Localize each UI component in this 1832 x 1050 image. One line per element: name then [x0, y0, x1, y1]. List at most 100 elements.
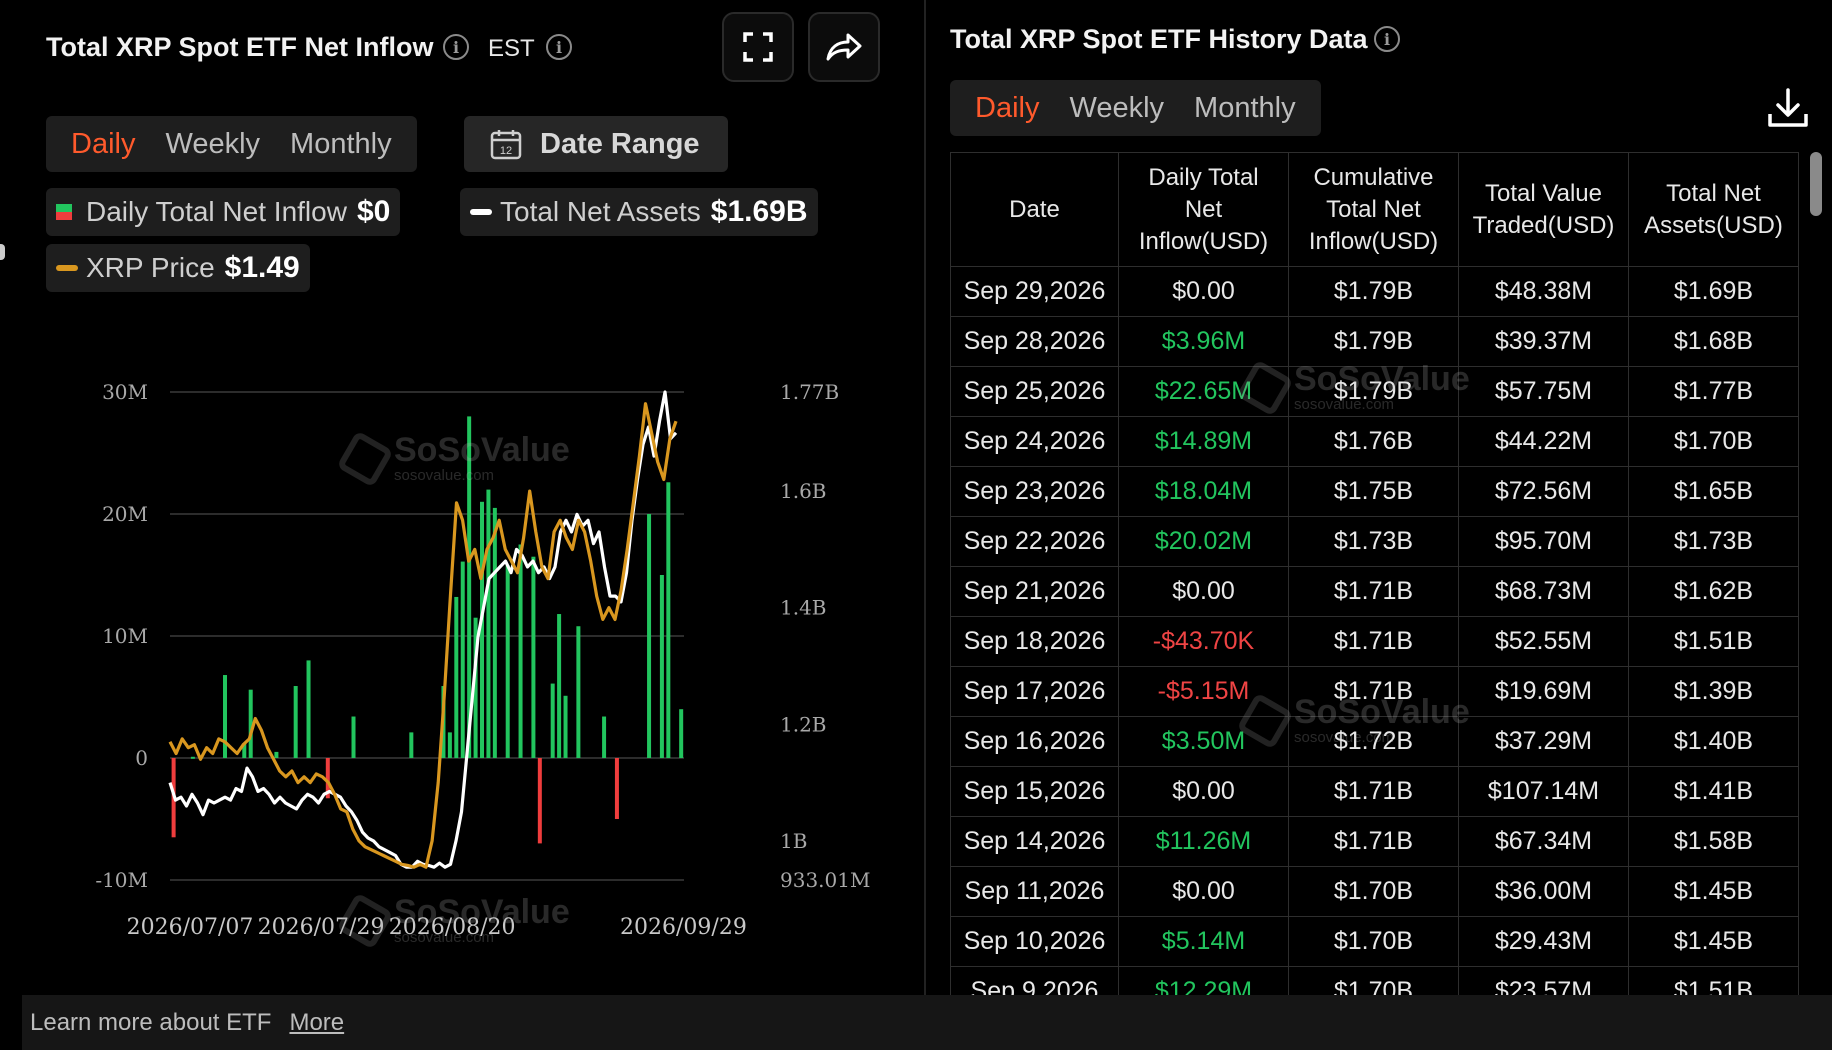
table-row[interactable]: Sep 17,2026 -$5.15M $1.71B $19.69M $1.39B	[950, 666, 1799, 717]
inflow-bar	[550, 683, 555, 758]
timezone-label[interactable]: EST	[488, 35, 535, 62]
tab-weekly[interactable]: Weekly	[165, 127, 261, 160]
column-header[interactable]: Total Net Assets(USD)	[1628, 152, 1799, 267]
row-cumulative-inflow: $1.72B	[1288, 716, 1459, 767]
tab-monthly[interactable]: Monthly	[1194, 91, 1296, 124]
table-row[interactable]: Sep 10,2026 $5.14M $1.70B $29.43M $1.45B	[950, 916, 1799, 967]
row-cumulative-inflow: $1.79B	[1288, 316, 1459, 367]
inflow-bar	[274, 751, 279, 758]
legend-xrp-price[interactable]: XRP Price $1.49	[46, 244, 310, 292]
row-net-assets: $1.69B	[1628, 266, 1799, 317]
table-scrollbar[interactable]	[1810, 152, 1822, 216]
table-row[interactable]: Sep 15,2026 $0.00 $1.71B $107.14M $1.41B	[950, 766, 1799, 817]
row-value-traded: $39.37M	[1458, 316, 1629, 367]
inflow-bar	[306, 660, 311, 758]
panel-title: Total XRP Spot ETF Net Inflow	[46, 32, 434, 62]
legend-net-assets[interactable]: Total Net Assets $1.69B	[460, 188, 818, 236]
table-row[interactable]: Sep 28,2026 $3.96M $1.79B $39.37M $1.68B	[950, 316, 1799, 367]
inflow-bar	[409, 732, 414, 758]
inflow-bar	[242, 743, 247, 758]
calendar-icon: 12	[490, 130, 522, 160]
table-row[interactable]: Sep 24,2026 $14.89M $1.76B $44.22M $1.70B	[950, 416, 1799, 467]
calendar-day: 12	[500, 145, 512, 157]
inflow-bar	[537, 758, 542, 844]
column-header[interactable]: Daily Total Net Inflow(USD)	[1118, 152, 1289, 267]
panel-divider	[924, 0, 926, 995]
column-header[interactable]: Date	[950, 152, 1119, 267]
date-range-button[interactable]: 12 Date Range	[464, 116, 728, 172]
row-value-traded: $107.14M	[1458, 766, 1629, 817]
legend-label: XRP Price	[86, 252, 215, 283]
history-period-tabs: Daily Weekly Monthly	[950, 80, 1321, 136]
row-daily-inflow: $0.00	[1118, 766, 1289, 817]
table-row[interactable]: Sep 11,2026 $0.00 $1.70B $36.00M $1.45B	[950, 866, 1799, 917]
more-link[interactable]: More	[289, 1008, 345, 1036]
row-date: Sep 28,2026	[950, 316, 1119, 367]
inflow-bar	[480, 501, 485, 758]
row-net-assets: $1.65B	[1628, 466, 1799, 517]
row-daily-inflow: $14.89M	[1118, 416, 1289, 467]
row-daily-inflow: $3.50M	[1118, 716, 1289, 767]
footer-text: Learn more about ETF	[30, 1008, 272, 1036]
table-row[interactable]: Sep 16,2026 $3.50M $1.72B $37.29M $1.40B	[950, 716, 1799, 767]
table-row[interactable]: Sep 18,2026 -$43.70K $1.71B $52.55M $1.51B	[950, 616, 1799, 667]
y-left-tick-label: 20M	[102, 502, 148, 526]
info-icon[interactable]: i	[443, 34, 469, 60]
row-daily-inflow: $5.14M	[1118, 916, 1289, 967]
inflow-bar	[467, 416, 472, 758]
row-net-assets: $1.41B	[1628, 766, 1799, 817]
table-row[interactable]: Sep 23,2026 $18.04M $1.75B $72.56M $1.65B	[950, 466, 1799, 517]
row-net-assets: $1.62B	[1628, 566, 1799, 617]
history-table: Date Daily Total Net Inflow(USD) Cumulat…	[950, 152, 1799, 995]
inflow-bar	[486, 489, 491, 758]
download-icon[interactable]	[1764, 84, 1812, 132]
x-tick-label: 2026/09/29	[620, 915, 747, 940]
tab-daily[interactable]: Daily	[71, 127, 136, 160]
tab-daily[interactable]: Daily	[975, 91, 1040, 124]
row-daily-inflow: $20.02M	[1118, 516, 1289, 567]
tab-monthly[interactable]: Monthly	[290, 127, 392, 160]
share-button[interactable]	[808, 12, 880, 82]
table-row[interactable]: Sep 25,2026 $22.65M $1.79B $57.75M $1.77B	[950, 366, 1799, 417]
table-row[interactable]: Sep 21,2026 $0.00 $1.71B $68.73M $1.62B	[950, 566, 1799, 617]
row-net-assets: $1.70B	[1628, 416, 1799, 467]
table-row[interactable]: Sep 9,2026 $12.29M $1.70B $23.57M $1.51B	[950, 966, 1799, 995]
row-date: Sep 25,2026	[950, 366, 1119, 417]
y-right-tick-label: 1.6B	[780, 479, 827, 503]
inflow-bar	[563, 695, 568, 758]
row-net-assets: $1.45B	[1628, 866, 1799, 917]
table-row[interactable]: Sep 14,2026 $11.26M $1.71B $67.34M $1.58B	[950, 816, 1799, 867]
row-daily-inflow: $11.26M	[1118, 816, 1289, 867]
row-daily-inflow: $0.00	[1118, 266, 1289, 317]
row-date: Sep 29,2026	[950, 266, 1119, 317]
x-tick-label: 2026/07/29	[258, 915, 385, 940]
row-value-traded: $23.57M	[1458, 966, 1629, 995]
inflow-bar	[325, 758, 330, 799]
row-cumulative-inflow: $1.76B	[1288, 416, 1459, 467]
net-assets-line	[168, 390, 678, 869]
timezone-info-icon[interactable]: i	[546, 34, 572, 60]
column-header[interactable]: Total Value Traded(USD)	[1458, 152, 1629, 267]
legend-daily-inflow[interactable]: Daily Total Net Inflow $0	[46, 188, 401, 236]
table-row[interactable]: Sep 22,2026 $20.02M $1.73B $95.70M $1.73B	[950, 516, 1799, 567]
row-cumulative-inflow: $1.70B	[1288, 916, 1459, 967]
row-cumulative-inflow: $1.71B	[1288, 816, 1459, 867]
inflow-bar	[666, 482, 671, 758]
left-edge-handle	[0, 244, 5, 260]
tab-weekly[interactable]: Weekly	[1069, 91, 1165, 124]
legend-value: $1.49	[224, 251, 300, 284]
row-cumulative-inflow: $1.71B	[1288, 766, 1459, 817]
table-row[interactable]: Sep 29,2026 $0.00 $1.79B $48.38M $1.69B	[950, 266, 1799, 317]
inflow-bar	[679, 709, 684, 758]
inflow-bar	[614, 758, 619, 819]
net-inflow-chart[interactable]: 30M 20M 10M 0 -10M 1.77B 1.6B 1.4B 1.2B 1B 933.01M…	[22, 340, 922, 995]
row-value-traded: $57.75M	[1458, 366, 1629, 417]
row-net-assets: $1.73B	[1628, 516, 1799, 567]
fullscreen-button[interactable]	[722, 12, 794, 82]
legend-label: Total Net Assets	[500, 196, 701, 227]
column-header[interactable]: Cumulative Total Net Inflow(USD)	[1288, 152, 1459, 267]
y-right-tick-label: 1B	[780, 829, 807, 853]
inflow-bar	[454, 596, 459, 758]
row-daily-inflow: $0.00	[1118, 566, 1289, 617]
info-icon[interactable]: i	[1374, 26, 1400, 52]
